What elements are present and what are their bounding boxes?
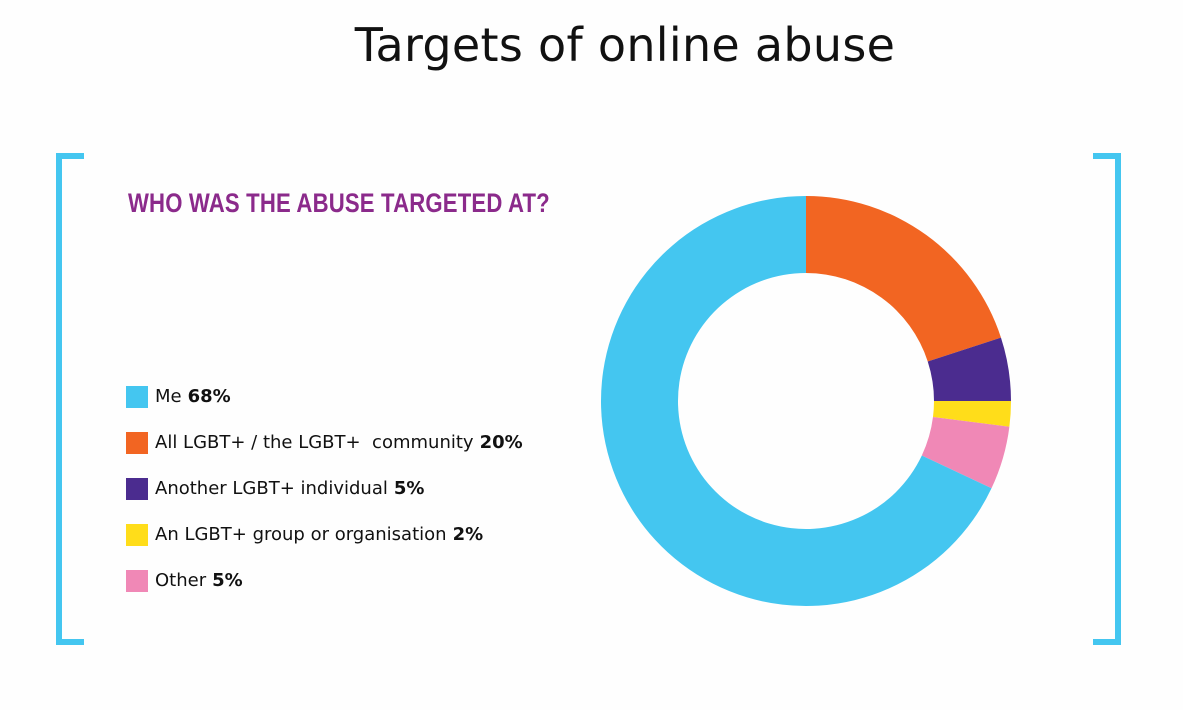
- donut-slice-all-lgbt-the-lgbt-community: [806, 196, 1001, 362]
- legend-value: 2%: [452, 524, 484, 545]
- legend-label: All LGBT+ / the LGBT+ community: [155, 432, 474, 453]
- legend-swatch: [126, 569, 148, 592]
- donut-chart: [601, 196, 1011, 606]
- legend-item-me: Me 68%: [126, 385, 523, 408]
- chart-legend: Me 68% All LGBT+ / the LGBT+ community 2…: [126, 385, 523, 615]
- right-bracket-frame: [1093, 153, 1121, 645]
- legend-item-all-lgbt: All LGBT+ / the LGBT+ community 20%: [126, 431, 523, 454]
- left-bracket-frame: [56, 153, 84, 645]
- legend-item-other: Other 5%: [126, 569, 523, 592]
- legend-swatch: [126, 477, 148, 500]
- legend-label: Me: [155, 386, 182, 407]
- donut-slice-other: [921, 417, 1010, 489]
- chart-heading: WHO WAS THE ABUSE TARGETED AT?: [128, 188, 550, 218]
- donut-slice-me: [601, 196, 992, 606]
- legend-label: Another LGBT+ individual: [155, 478, 388, 499]
- legend-label: Other: [155, 570, 207, 591]
- legend-value: 5%: [212, 570, 243, 591]
- legend-swatch: [126, 431, 148, 454]
- legend-label: An LGBT+ group or organisation: [155, 524, 447, 545]
- legend-value: 68%: [187, 386, 231, 407]
- legend-value: 20%: [479, 432, 523, 453]
- legend-item-group-organisation: An LGBT+ group or organisation 2%: [126, 523, 523, 546]
- legend-item-another-individual: Another LGBT+ individual 5%: [126, 477, 523, 500]
- legend-value: 5%: [393, 478, 425, 499]
- legend-swatch: [126, 385, 148, 408]
- donut-slice-an-lgbt-group-or-organisation: [932, 401, 1011, 427]
- page-title: Targets of online abuse: [354, 18, 896, 72]
- legend-swatch: [126, 523, 148, 546]
- donut-slice-another-lgbt-individual: [927, 337, 1011, 401]
